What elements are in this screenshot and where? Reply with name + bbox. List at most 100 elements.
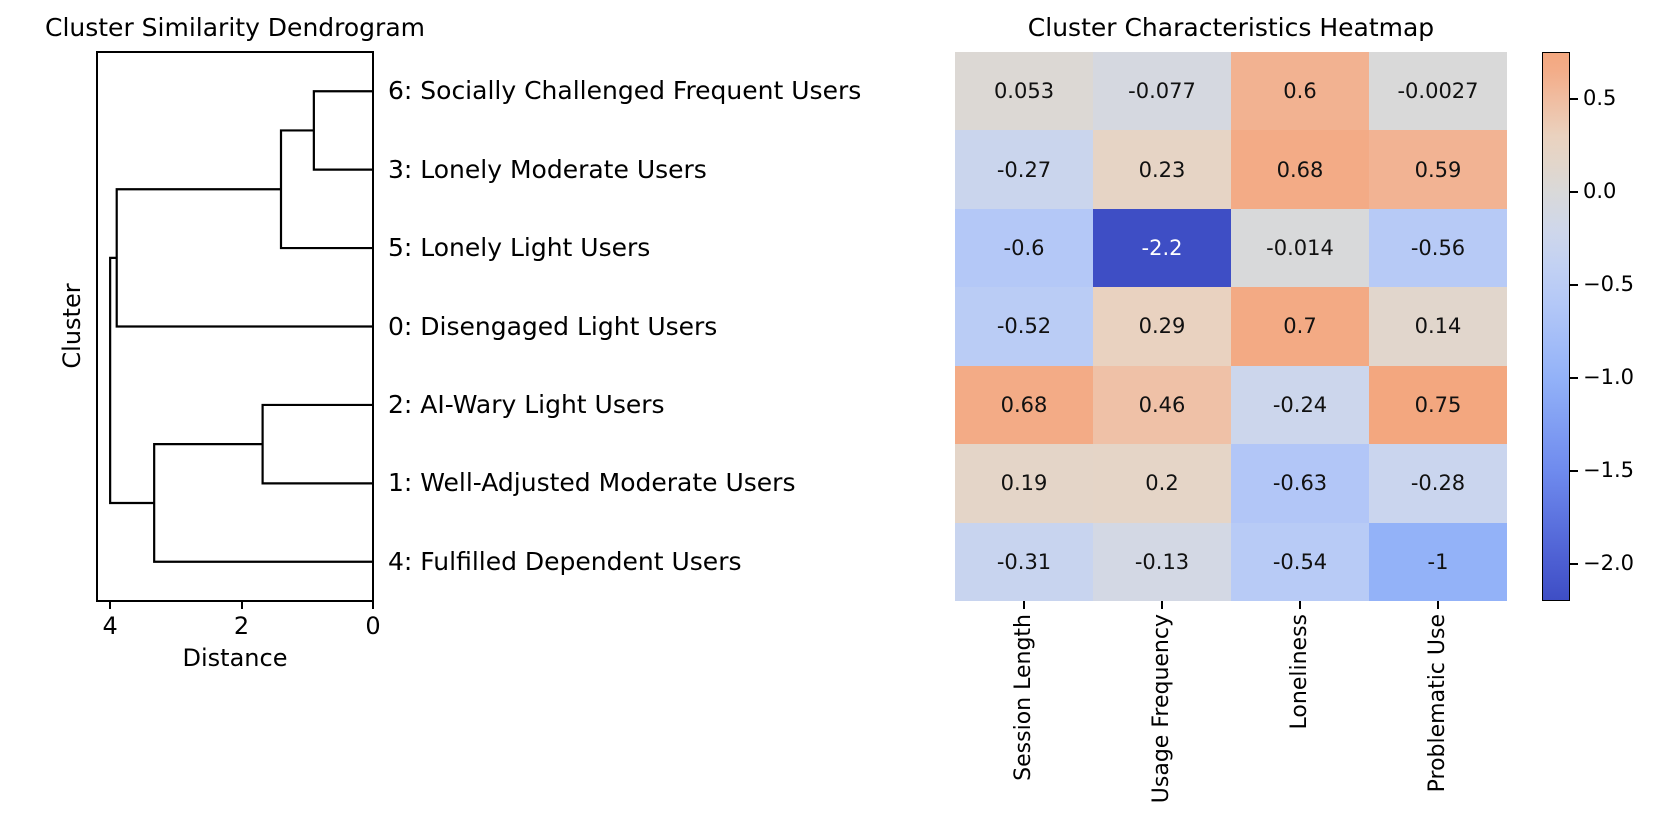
- heatmap-cell: -1: [1369, 522, 1507, 601]
- heatmap-cell: -0.54: [1231, 522, 1369, 601]
- dendrogram-x-tick: [109, 601, 112, 609]
- heatmap-cell-value: -0.014: [1266, 236, 1334, 261]
- heatmap-cell-value: -2.2: [1141, 236, 1183, 261]
- heatmap-cell-value: -0.077: [1128, 79, 1196, 104]
- heatmap-cell: 0.19: [955, 444, 1093, 523]
- heatmap-cell: 0.68: [955, 365, 1093, 445]
- heatmap-cell: -0.24: [1231, 365, 1369, 445]
- heatmap-cell: 0.29: [1093, 287, 1231, 366]
- heatmap-cell-value: -0.28: [1410, 471, 1466, 496]
- dendrogram-x-axis-label: Distance: [182, 644, 288, 672]
- heatmap-x-tick: [1023, 601, 1025, 609]
- heatmap-x-tick: [1437, 601, 1439, 609]
- heatmap-cell-value: -0.13: [1134, 549, 1190, 574]
- heatmap-cell-value: 0.14: [1414, 314, 1462, 339]
- heatmap-cell: 0.14: [1369, 287, 1507, 366]
- heatmap-cell: -0.52: [955, 287, 1093, 366]
- heatmap-cell-value: -0.31: [996, 549, 1052, 574]
- dendrogram-x-tick-label: 4: [102, 612, 118, 640]
- heatmap-cell-value: -0.54: [1272, 549, 1328, 574]
- heatmap-cell-value: 0.6: [1283, 79, 1317, 104]
- dendrogram-title: Cluster Similarity Dendrogram: [44, 13, 426, 42]
- heatmap-cell-value: -0.24: [1272, 392, 1328, 417]
- heatmap-column-label: Problematic Use: [1425, 614, 1450, 793]
- heatmap-cell-value: 0.19: [1000, 471, 1048, 496]
- colorbar: [1542, 52, 1570, 601]
- dendrogram-leaf-label: 2: AI-Wary Light Users: [388, 389, 665, 419]
- heatmap-cell-value: 0.2: [1145, 471, 1179, 496]
- heatmap-cell: 0.75: [1369, 365, 1507, 445]
- dendrogram-link: [153, 443, 373, 563]
- heatmap-cell: -2.2: [1093, 208, 1231, 288]
- heatmap-cell-value: 0.46: [1138, 392, 1186, 417]
- heatmap-cell: 0.59: [1369, 130, 1507, 209]
- colorbar-tick-label: −0.5: [1583, 271, 1634, 296]
- heatmap-cell: 0.2: [1093, 444, 1231, 523]
- heatmap-cell-value: 0.59: [1414, 157, 1462, 182]
- colorbar-tick-label: −2.0: [1583, 550, 1634, 575]
- heatmap-cell-value: 0.29: [1138, 314, 1186, 339]
- colorbar-tick: [1570, 469, 1578, 472]
- heatmap-cell-value: 0.75: [1414, 392, 1462, 417]
- heatmap-cell-value: 0.68: [1000, 392, 1048, 417]
- dendrogram-x-tick-label: 2: [233, 612, 250, 640]
- colorbar-tick-label: −1.5: [1583, 457, 1634, 482]
- heatmap-cell: -0.56: [1369, 208, 1507, 288]
- heatmap-cell: 0.68: [1231, 130, 1369, 209]
- heatmap-cell-value: -1: [1427, 549, 1449, 574]
- dendrogram-leaf-label: 3: Lonely Moderate Users: [388, 154, 707, 184]
- heatmap-cell: 0.7: [1231, 287, 1369, 366]
- dendrogram-x-tick: [240, 601, 243, 609]
- heatmap-cell: 0.6: [1231, 52, 1369, 131]
- dendrogram-y-axis-label: Cluster: [58, 283, 86, 369]
- heatmap-cell: 0.053: [955, 52, 1093, 131]
- heatmap-cell-value: -0.63: [1272, 471, 1328, 496]
- colorbar-tick-label: 0.0: [1583, 178, 1617, 203]
- heatmap-x-tick: [1161, 601, 1163, 609]
- colorbar-tick-label: 0.5: [1583, 85, 1617, 110]
- dendrogram-link: [115, 188, 373, 328]
- dendrogram-link: [279, 129, 373, 250]
- heatmap-column-label: Usage Frequency: [1149, 614, 1174, 804]
- dendrogram-link: [261, 403, 373, 485]
- colorbar-tick: [1570, 283, 1578, 286]
- heatmap-cell-value: 0.7: [1283, 314, 1317, 339]
- heatmap-cell-value: -0.0027: [1397, 79, 1479, 104]
- heatmap-cell: -0.014: [1231, 208, 1369, 288]
- heatmap-cell: -0.63: [1231, 444, 1369, 523]
- heatmap-cell: -0.13: [1093, 522, 1231, 601]
- heatmap-title: Cluster Characteristics Heatmap: [1027, 13, 1435, 42]
- heatmap-x-tick: [1299, 601, 1301, 609]
- dendrogram-leaf-label: 0: Disengaged Light Users: [388, 311, 718, 341]
- heatmap-cell: -0.31: [955, 522, 1093, 601]
- heatmap-cell-value: -0.6: [1003, 236, 1045, 261]
- heatmap-cell-value: -0.27: [996, 157, 1052, 182]
- heatmap-cell-value: 0.053: [993, 79, 1055, 104]
- heatmap-column-label: Loneliness: [1287, 614, 1312, 730]
- dendrogram-plot-area: [96, 51, 374, 602]
- dendrogram-leaf-label: 1: Well-Adjusted Moderate Users: [388, 468, 796, 498]
- colorbar-tick: [1570, 376, 1578, 379]
- heatmap-cell: -0.28: [1369, 444, 1507, 523]
- heatmap-cell: -0.6: [955, 208, 1093, 288]
- heatmap-cell-value: 0.23: [1138, 157, 1186, 182]
- dendrogram-link: [312, 90, 373, 171]
- dendrogram-leaf-label: 6: Socially Challenged Frequent Users: [388, 76, 862, 106]
- heatmap-cell-value: 0.68: [1276, 157, 1324, 182]
- heatmap-cell: -0.0027: [1369, 52, 1507, 131]
- heatmap-cell: -0.077: [1093, 52, 1231, 131]
- dendrogram-leaf-label: 4: Fulfilled Dependent Users: [388, 546, 742, 576]
- dendrogram-x-tick: [372, 601, 374, 609]
- colorbar-tick: [1570, 190, 1578, 193]
- colorbar-tick: [1570, 562, 1578, 565]
- colorbar-tick-label: −1.0: [1583, 364, 1634, 389]
- heatmap-cell: 0.46: [1093, 365, 1231, 445]
- dendrogram-x-tick-label: 0: [365, 612, 381, 640]
- heatmap-cell: -0.27: [955, 130, 1093, 209]
- heatmap-cell-value: -0.52: [996, 314, 1052, 339]
- heatmap-cell-value: -0.56: [1410, 236, 1466, 261]
- dendrogram-leaf-label: 5: Lonely Light Users: [388, 232, 651, 262]
- dendrogram-link: [109, 256, 155, 505]
- colorbar-tick: [1570, 97, 1578, 100]
